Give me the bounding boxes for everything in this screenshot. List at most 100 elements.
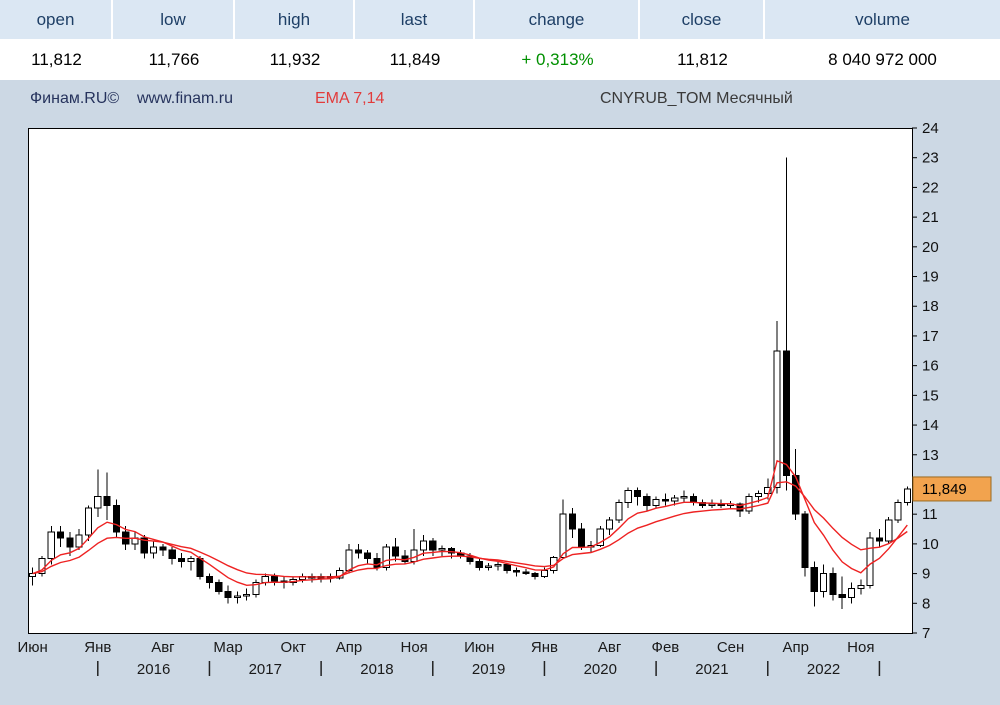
candle-body — [568, 513, 576, 530]
month-label: Мар — [213, 639, 242, 656]
y-tick-label: 24 — [922, 120, 939, 137]
quote-values-row: 11,812 11,766 11,932 11,849 + 0,313% 11,… — [0, 39, 1000, 80]
y-tick-label: 22 — [922, 179, 939, 196]
y-tick-label: 11 — [922, 506, 938, 523]
candle-body — [559, 513, 567, 558]
candle-body — [903, 488, 911, 503]
candle-body — [205, 576, 214, 584]
candle-body — [159, 546, 167, 551]
month-label: Авг — [151, 639, 175, 656]
candle-body — [447, 547, 455, 554]
candle-body — [633, 489, 642, 497]
month-label: Июн — [464, 639, 494, 656]
y-tick-label: 18 — [922, 298, 939, 315]
quote-value-low: 11,766 — [148, 49, 200, 69]
quote-value-close: 11,812 — [677, 49, 728, 69]
candle-body — [689, 495, 697, 503]
year-label: 2021 — [695, 661, 728, 678]
candle-body — [885, 519, 893, 542]
instrument-title: CNYRUB_TOM Месячный — [600, 90, 793, 107]
candle-body — [578, 528, 586, 548]
candle-body — [112, 504, 120, 533]
candle-body — [224, 590, 232, 598]
candles-layer — [29, 157, 911, 610]
candle-body — [177, 558, 186, 563]
quote-header-volume: volume — [855, 9, 910, 29]
candle-body — [829, 573, 837, 595]
y-tick-label: 17 — [922, 328, 939, 345]
quote-header-change: change — [475, 0, 640, 39]
candle-body — [187, 558, 195, 563]
quote-value-high: 11,932 — [269, 49, 321, 69]
quote-header-row: open low high last change close volume — [0, 0, 1000, 39]
candle-body — [643, 495, 651, 506]
y-tick-label: 23 — [922, 150, 939, 167]
candle-body — [838, 593, 846, 598]
quote-header-last: last — [355, 0, 475, 39]
candle-body — [820, 573, 828, 592]
y-tick-label: 8 — [922, 595, 930, 612]
candle-body — [438, 547, 446, 551]
candle-body — [215, 582, 223, 592]
chart-caption: Финам.RU© www.finam.ru EMA 7,14 CNYRUB_T… — [0, 90, 1000, 112]
candle-body — [764, 486, 772, 494]
y-tick-label: 7 — [922, 625, 930, 642]
month-label: Апр — [782, 639, 808, 656]
candle-body — [364, 552, 372, 560]
candle-body — [661, 498, 669, 502]
brand-label: Финам.RU© — [30, 90, 120, 107]
candle-body — [671, 497, 679, 502]
y-tick-label: 15 — [922, 387, 939, 404]
candle-body — [271, 576, 279, 582]
year-label: 2018 — [360, 661, 393, 678]
candle-body — [66, 537, 74, 548]
candle-body — [615, 501, 623, 521]
month-label: Авг — [598, 639, 622, 656]
candle-body — [29, 573, 37, 578]
candle-body — [345, 549, 353, 572]
month-label: Апр — [336, 639, 362, 656]
year-label: 2019 — [472, 661, 505, 678]
month-label: Янв — [531, 639, 558, 656]
candle-body — [168, 549, 176, 560]
candle-body — [103, 495, 111, 506]
candle-body — [391, 546, 400, 557]
candle-body — [624, 489, 632, 503]
candle-body — [680, 495, 688, 499]
quote-value-change: + 0,313% — [521, 49, 594, 69]
candle-body — [196, 558, 204, 578]
y-tick-label: 10 — [922, 536, 939, 553]
candle-body — [866, 537, 874, 586]
y-tick-label: 19 — [922, 269, 939, 286]
last-price-label: 11,849 — [922, 481, 967, 498]
candle-body — [233, 595, 241, 598]
candle-body — [94, 495, 102, 509]
month-label: Фев — [652, 639, 680, 656]
candle-body — [792, 475, 800, 515]
site-link[interactable]: www.finam.ru — [137, 90, 234, 107]
candle-body — [606, 519, 614, 530]
last-price-tag — [912, 476, 992, 502]
candle-body — [485, 565, 493, 569]
candle-body — [736, 503, 744, 512]
y-tick-label: 16 — [922, 358, 939, 375]
month-label: Окт — [281, 639, 306, 656]
year-axis: 2016 2017 2018 2019 2020 2021 2022 — [97, 661, 881, 678]
candle-body — [857, 584, 865, 589]
candle-body — [847, 587, 856, 598]
quote-value-volume: 8 040 972 000 — [828, 49, 937, 69]
candle-body — [596, 528, 604, 546]
candle-body — [494, 564, 502, 567]
candle-body — [354, 549, 362, 554]
quote-header-open: open — [0, 0, 113, 39]
year-label: 2022 — [807, 661, 840, 678]
ema-7-line — [32, 459, 908, 587]
candle-body — [84, 507, 93, 536]
quote-value-last: 11,849 — [389, 49, 441, 69]
candle-body — [466, 555, 474, 563]
candle-body — [531, 573, 539, 578]
year-label: 2017 — [249, 661, 282, 678]
x-axis-labels: Июн Янв Авг Мар Окт Апр Ноя Июн Янв Авг Фев Сен Апр Н… — [17, 639, 874, 656]
candle-body — [140, 537, 148, 554]
